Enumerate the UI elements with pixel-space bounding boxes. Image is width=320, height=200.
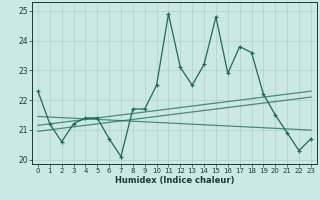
X-axis label: Humidex (Indice chaleur): Humidex (Indice chaleur) bbox=[115, 176, 234, 185]
